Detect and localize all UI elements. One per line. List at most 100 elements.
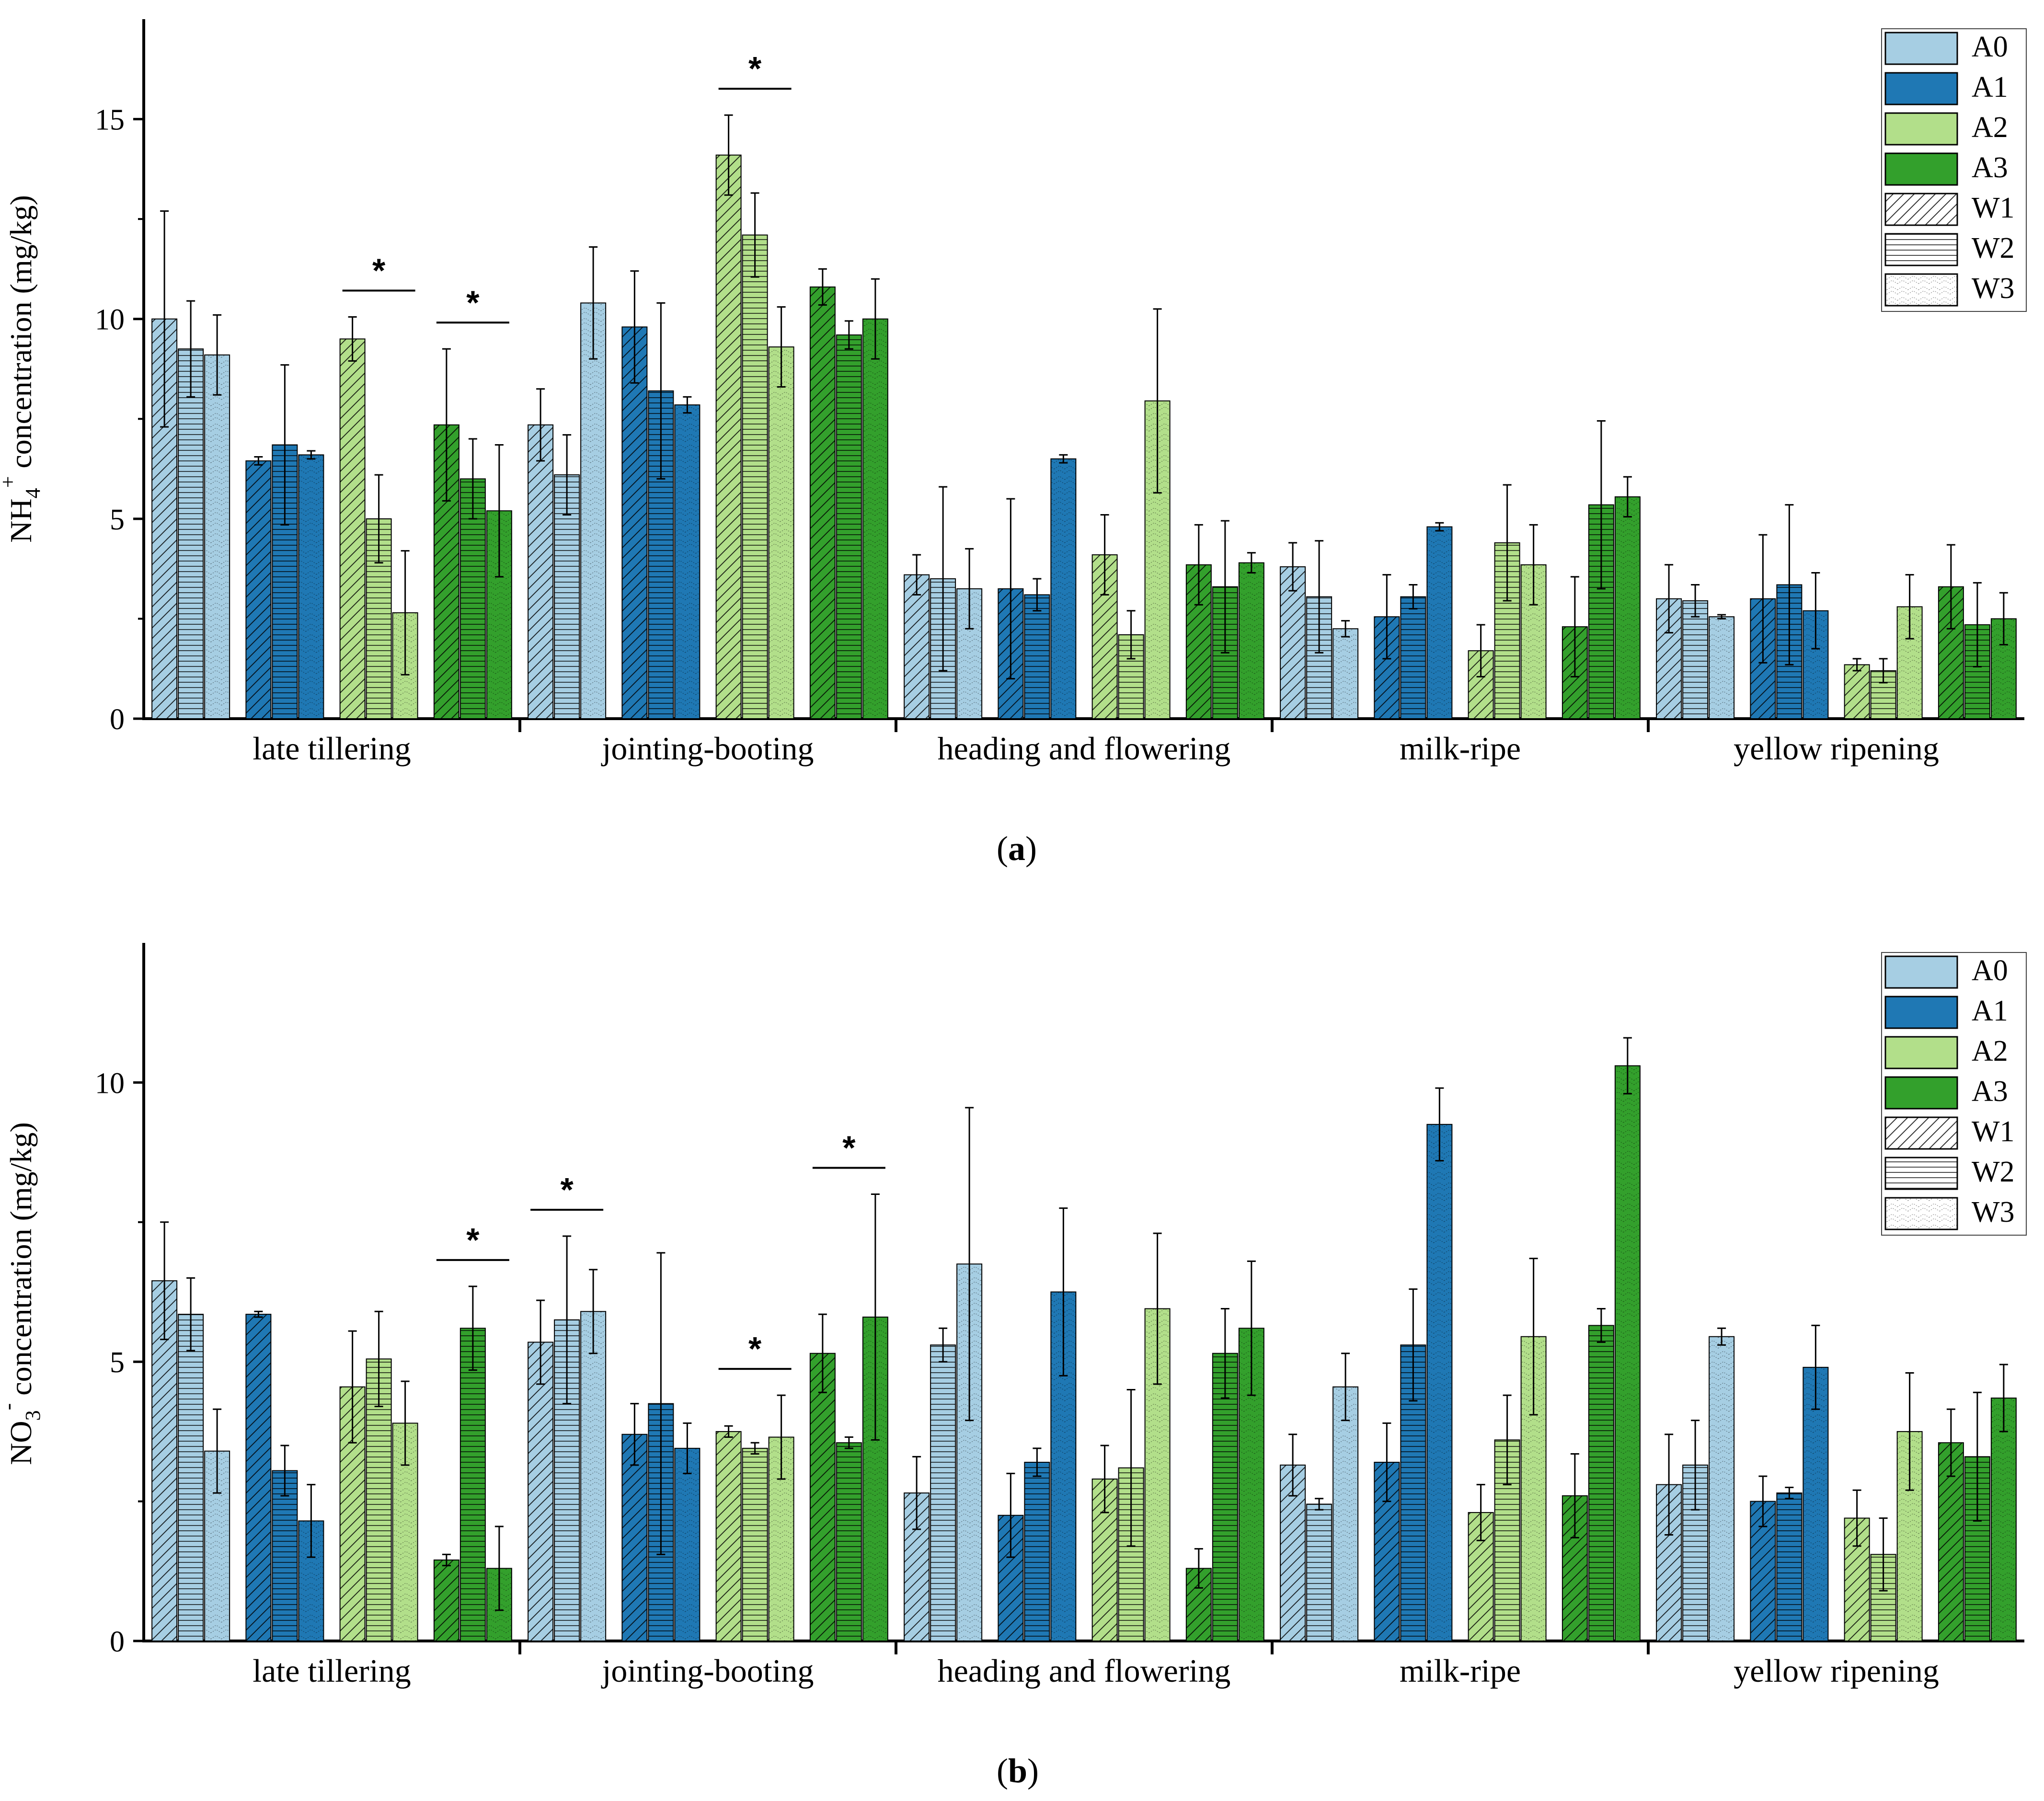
bar-A0-W3: [580, 1311, 607, 1641]
category-label: jointing-booting: [601, 730, 814, 767]
y-axis-label: NO3- concentration (mg/kg): [0, 1122, 45, 1465]
bar-A1-W2: [1776, 1492, 1803, 1641]
bar-A1-W1: [1750, 1501, 1776, 1642]
significance-star: *: [842, 1129, 856, 1167]
bar-A3-W3: [862, 318, 888, 719]
y-tick-label: 5: [110, 1346, 125, 1379]
legend-swatch-w3: [1884, 1197, 1958, 1230]
bar-A0-W2: [178, 1314, 204, 1641]
bar-A1-W3: [1426, 1124, 1453, 1642]
y-axis-label-rest: concentration (mg/kg): [4, 195, 38, 476]
y-tick-label: 5: [110, 504, 125, 536]
bar-A2-W1: [1091, 1478, 1118, 1642]
bar-A0-W2: [930, 1344, 956, 1641]
legend-label-a2: A2: [1972, 1035, 2008, 1067]
chart-panel-a: 0 5 10 15 NH4+ concentration (mg/kg) late til…: [0, 19, 2027, 767]
bar-A3-W3: [1614, 1065, 1641, 1641]
y-tick-label: 0: [110, 1626, 125, 1658]
category-label: jointing-booting: [601, 1652, 814, 1689]
bar-A1-W2: [272, 1470, 298, 1641]
y-axis-label-main: NH: [4, 498, 38, 542]
bar-A0-W1: [528, 424, 554, 719]
legend-swatch-a0: [1884, 32, 1958, 65]
bar-A0-W1: [528, 1342, 554, 1642]
legend-swatch-w1: [1884, 193, 1958, 226]
bar-A1-W2: [1400, 596, 1426, 719]
bar-A0-W2: [1682, 600, 1709, 720]
bar-A3-W2: [836, 334, 862, 719]
bar-A0-W2: [178, 348, 204, 719]
y-axis-label-sub: 3: [21, 1410, 45, 1421]
category-label: yellow ripening: [1734, 1652, 1939, 1689]
panel-label-b: (b): [997, 1752, 1039, 1790]
panel-label-a: (a): [997, 829, 1037, 868]
bar-A3-W2: [1588, 1325, 1614, 1642]
bar-A0-W1: [904, 574, 930, 719]
y-axis-label-sub: 4: [21, 488, 45, 498]
bar-A3-W2: [459, 1328, 486, 1641]
legend-swatch-w3: [1884, 273, 1958, 307]
bar-A1-W3: [674, 404, 700, 719]
bar-A2-W1: [715, 1431, 742, 1641]
category-label: yellow ripening: [1734, 730, 1939, 767]
bar-A3-W3: [1614, 496, 1641, 719]
bar-A2-W2: [742, 234, 768, 719]
y-axis-label-rest: concentration (mg/kg): [4, 1122, 38, 1403]
legend-label-a1: A1: [1972, 995, 2008, 1027]
y-tick-label: 0: [110, 703, 125, 736]
legend-label-w3: W3: [1972, 1196, 2015, 1228]
legend-swatch-a3: [1884, 152, 1958, 186]
bar-A1-W2: [1024, 594, 1050, 720]
bar-A0-W3: [1332, 628, 1359, 720]
bar-A3-W1: [809, 1353, 836, 1642]
bar-A3-W1: [809, 286, 836, 719]
significance-star: *: [561, 1171, 574, 1208]
legend-label-a0: A0: [1972, 954, 2008, 987]
bar-A1-W1: [245, 460, 272, 719]
bar-A0-W1: [151, 1280, 178, 1641]
legend-label-w1: W1: [1972, 192, 2015, 224]
category-label: late tillering: [253, 730, 411, 767]
y-axis-label-main: NO: [4, 1421, 38, 1465]
bar-A3-W2: [1212, 1353, 1238, 1642]
legend-label-w2: W2: [1972, 1156, 2015, 1188]
significance-star: *: [748, 50, 762, 87]
bar-A2-W1: [715, 154, 742, 720]
bar-A3-W3: [1990, 1397, 2017, 1642]
legend-swatch-a3: [1884, 1076, 1958, 1110]
bar-A1-W3: [298, 454, 324, 719]
y-tick-label: 10: [95, 1067, 125, 1100]
significance-star: *: [466, 284, 480, 321]
bar-A1-W3: [1050, 458, 1077, 719]
bar-A0-W3: [1709, 1336, 1735, 1642]
y-tick-label: 10: [95, 304, 125, 336]
y-axis-label: NH4+ concentration (mg/kg): [0, 195, 45, 543]
legend-label-w2: W2: [1972, 232, 2015, 264]
legend-swatch-w2: [1884, 233, 1958, 266]
legend-swatch-a1: [1884, 996, 1958, 1029]
bar-A2-W3: [768, 346, 794, 719]
legend-swatch-a2: [1884, 1036, 1958, 1069]
significance-star: *: [466, 1221, 480, 1259]
legend-label-a3: A3: [1972, 151, 2008, 184]
bar-A3-W1: [433, 1559, 459, 1642]
bar-A1-W1: [621, 326, 648, 719]
legend-swatch-a2: [1884, 112, 1958, 146]
bar-A0-W2: [1306, 596, 1332, 719]
category-label: late tillering: [253, 1652, 411, 1689]
bar-A1-W1: [621, 1434, 648, 1642]
bar-A0-W3: [204, 354, 230, 719]
legend-swatch-w2: [1884, 1157, 1958, 1190]
significance-star: *: [748, 1330, 762, 1367]
category-label: milk-ripe: [1400, 1652, 1521, 1689]
bar-A1-W1: [245, 1314, 272, 1641]
legend-label-w1: W1: [1972, 1115, 2015, 1148]
bar-A2-W2: [1118, 634, 1144, 720]
bar-A1-W3: [1426, 526, 1453, 719]
bar-A1-W3: [1803, 1366, 1829, 1641]
legend-swatch-a0: [1884, 955, 1958, 989]
legend-label-a2: A2: [1972, 111, 2008, 144]
bar-A0-W3: [1332, 1386, 1359, 1642]
bar-A0-W3: [1709, 616, 1735, 720]
